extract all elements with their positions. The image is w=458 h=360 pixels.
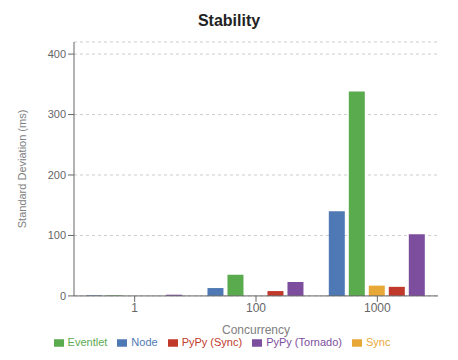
svg-text:Concurrency: Concurrency	[222, 323, 290, 337]
svg-text:100: 100	[48, 229, 66, 241]
html-text:Node: Node	[131, 335, 158, 348]
html-text:PyPy (Tornado): PyPy (Tornado)	[266, 335, 342, 348]
svg-text:1: 1	[131, 301, 138, 315]
html-text:Stability: Stability	[197, 12, 261, 29]
svg-text:400: 400	[48, 48, 66, 60]
svg-text:Standard Deviation (ms): Standard Deviation (ms)	[16, 110, 28, 229]
svg-text:100: 100	[246, 301, 266, 315]
svg-text:1000: 1000	[364, 301, 391, 315]
html-text:Sync: Sync	[366, 335, 391, 348]
svg-text:300: 300	[48, 108, 66, 120]
svg-text:0: 0	[60, 290, 66, 302]
html-text:Eventlet: Eventlet	[67, 335, 108, 348]
svg-text:200: 200	[48, 169, 66, 181]
html-text:PyPy (Sync): PyPy (Sync)	[181, 335, 243, 348]
